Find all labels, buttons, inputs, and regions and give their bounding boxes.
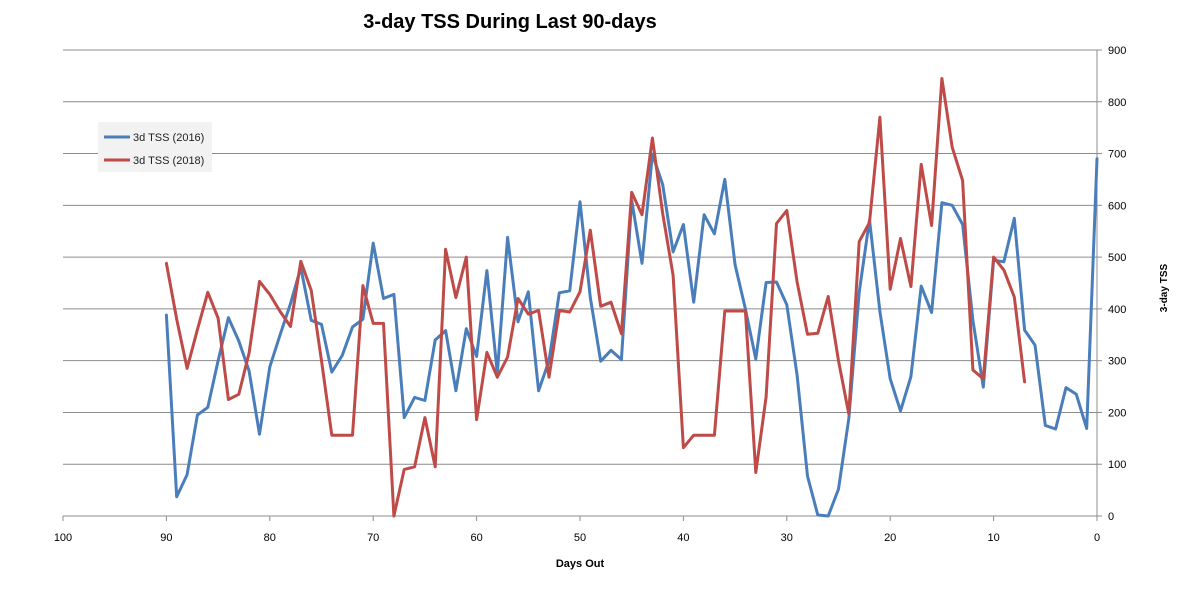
y-tick-label: 0: [1108, 511, 1114, 523]
y-tick-label: 600: [1108, 200, 1126, 212]
x-tick-label: 100: [54, 532, 72, 544]
x-tick-label: 10: [987, 532, 999, 544]
y-tick-label: 700: [1108, 149, 1126, 161]
legend: 3d TSS (2016) 3d TSS (2018): [98, 122, 212, 172]
series-lines: [164, 77, 1099, 518]
gridlines: [63, 49, 1097, 465]
x-tick-label: 20: [884, 532, 896, 544]
legend-label-2016: 3d TSS (2016): [133, 132, 204, 144]
y-tick-label: 800: [1108, 97, 1126, 109]
x-tick-label: 0: [1094, 532, 1100, 544]
y-tick-label: 900: [1108, 45, 1126, 57]
x-tick-label: 60: [470, 532, 482, 544]
series-line-1: [164, 77, 1027, 518]
y-tick-label: 300: [1108, 356, 1126, 368]
x-tick-label: 90: [160, 532, 172, 544]
y-tick-label: 100: [1108, 459, 1126, 471]
x-tick-label: 40: [677, 532, 689, 544]
x-tick-label: 80: [264, 532, 276, 544]
x-axis-label: Days Out: [556, 558, 605, 570]
legend-label-2018: 3d TSS (2018): [133, 155, 204, 167]
x-tick-label: 70: [367, 532, 379, 544]
y-tick-label: 500: [1108, 252, 1126, 264]
x-axis-ticks: 100 90 80 70 60 50 40 30 20 10 0: [54, 516, 1100, 544]
x-tick-label: 30: [781, 532, 793, 544]
x-tick-label: 50: [574, 532, 586, 544]
legend-box: [98, 122, 212, 172]
y-tick-label: 200: [1108, 407, 1126, 419]
y-tick-label: 400: [1108, 304, 1126, 316]
y-axis-label: 3-day TSS: [1159, 264, 1170, 313]
chart-title: 3-day TSS During Last 90-days: [363, 11, 656, 33]
y-axis-ticks: 0 100 200 300 400 500 600 700 800 900: [1097, 45, 1126, 523]
